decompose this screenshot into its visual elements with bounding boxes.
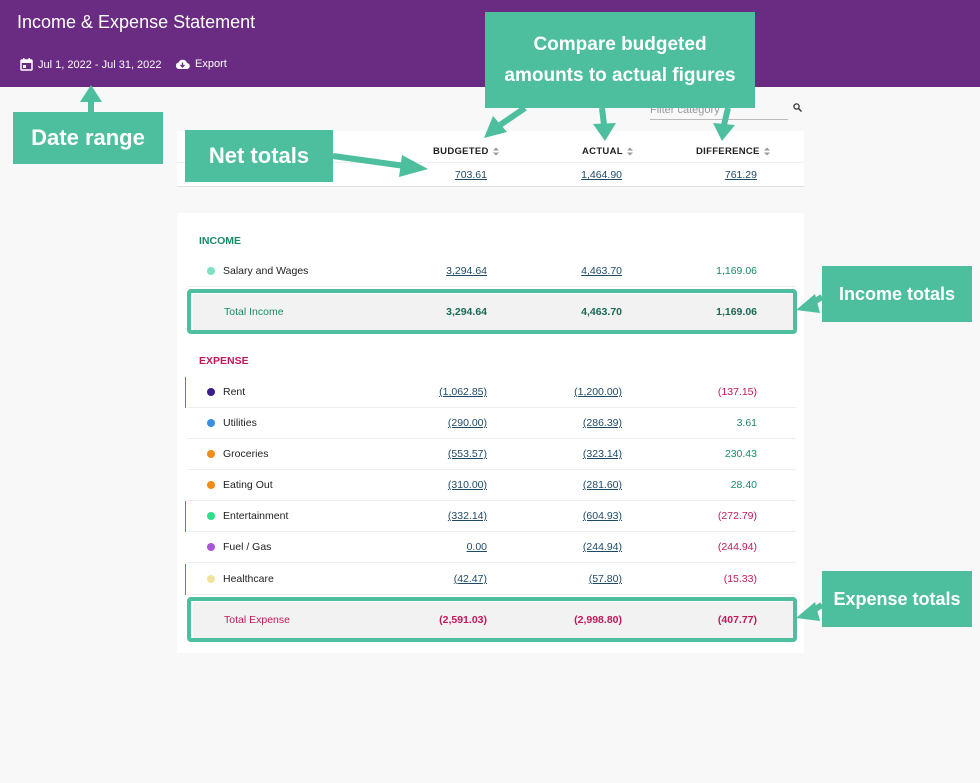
- actual-value[interactable]: (57.80): [588, 573, 622, 585]
- budgeted-value[interactable]: (1,062.85): [439, 386, 487, 398]
- column-header-difference[interactable]: DIFFERENCE: [696, 146, 770, 157]
- category-name: Healthcare: [223, 573, 274, 585]
- total-income-label: Total Income: [224, 306, 284, 318]
- category-dot: [207, 267, 215, 275]
- column-header-budgeted[interactable]: BUDGETED: [433, 146, 499, 157]
- category-name: Entertainment: [223, 510, 289, 522]
- expense-section-label: EXPENSE: [199, 355, 249, 367]
- page-title: Income & Expense Statement: [17, 12, 256, 32]
- difference-value: (244.94): [717, 541, 757, 553]
- cloud-download-icon: [175, 59, 190, 70]
- expense-totals-highlight: [187, 597, 797, 642]
- actual-value[interactable]: (1,200.00): [574, 386, 622, 398]
- budgeted-value[interactable]: (310.00): [447, 479, 487, 491]
- actual-value[interactable]: (281.60): [582, 479, 622, 491]
- net-total-actual[interactable]: 1,464.90: [581, 169, 622, 181]
- total-expense-label: Total Expense: [224, 614, 290, 626]
- category-name: Rent: [223, 386, 246, 398]
- total-income-difference: 1,169.06: [716, 306, 757, 318]
- income-totals-highlight: [187, 289, 797, 334]
- total-income-budgeted: 3,294.64: [446, 306, 487, 318]
- difference-value: 1,169.06: [716, 265, 757, 277]
- budgeted-value[interactable]: 0.00: [466, 541, 487, 553]
- net-total-difference[interactable]: 761.29: [724, 169, 757, 181]
- difference-value: 28.40: [730, 479, 757, 491]
- category-dot: [207, 419, 215, 427]
- compare-callout-line2: amounts to actual figures: [504, 65, 736, 86]
- actual-value[interactable]: 4,463.70: [581, 265, 622, 277]
- difference-value: 3.61: [736, 417, 757, 429]
- expense-row-fuel-gas[interactable]: Fuel / Gas 0.00 (244.94) (244.94): [187, 532, 796, 563]
- category-dot: [207, 388, 215, 396]
- column-header-actual-label: ACTUAL: [582, 146, 623, 157]
- column-header-actual[interactable]: ACTUAL: [582, 146, 633, 157]
- sort-icon: [626, 147, 633, 156]
- income-section-label: INCOME: [199, 235, 241, 247]
- column-header-budgeted-label: BUDGETED: [433, 146, 489, 157]
- sort-icon: [763, 147, 770, 156]
- expense-row-rent[interactable]: Rent (1,062.85) (1,200.00) (137.15): [185, 377, 796, 408]
- category-dot: [207, 543, 215, 551]
- actual-value[interactable]: (244.94): [582, 541, 622, 553]
- category-name: Groceries: [223, 448, 269, 460]
- date-range-callout: Date range: [13, 112, 163, 164]
- divider: [177, 162, 804, 163]
- budgeted-value[interactable]: 3,294.64: [446, 265, 487, 277]
- difference-value: (272.79): [717, 510, 757, 522]
- category-name: Utilities: [223, 417, 257, 429]
- date-range-label: Jul 1, 2022 - Jul 31, 2022: [38, 58, 162, 71]
- sort-icon: [492, 147, 499, 156]
- date-range-picker[interactable]: Jul 1, 2022 - Jul 31, 2022: [20, 58, 162, 71]
- calendar-icon: [20, 58, 33, 71]
- column-header-difference-label: DIFFERENCE: [696, 146, 760, 157]
- actual-value[interactable]: (323.14): [582, 448, 622, 460]
- statement-card: INCOME Salary and Wages 3,294.64 4,463.7…: [177, 213, 804, 653]
- budgeted-value[interactable]: (290.00): [447, 417, 487, 429]
- difference-value: (137.15): [717, 386, 757, 398]
- category-dot: [207, 481, 215, 489]
- compare-callout: Compare budgeted amounts to actual figur…: [485, 12, 755, 108]
- category-dot: [207, 512, 215, 520]
- category-dot: [207, 575, 215, 583]
- budgeted-value[interactable]: (42.47): [453, 573, 487, 585]
- category-dot: [207, 450, 215, 458]
- compare-callout-line1: Compare budgeted: [533, 34, 707, 55]
- income-row-salary[interactable]: Salary and Wages 3,294.64 4,463.70 1,169…: [187, 256, 796, 287]
- expense-row-utilities[interactable]: Utilities (290.00) (286.39) 3.61: [187, 408, 796, 439]
- total-income-actual: 4,463.70: [581, 306, 622, 318]
- expense-row-eating-out[interactable]: Eating Out (310.00) (281.60) 28.40: [187, 470, 796, 501]
- search-icon[interactable]: [793, 103, 802, 112]
- difference-value: 230.43: [724, 448, 757, 460]
- expense-row-entertainment[interactable]: Entertainment (332.14) (604.93) (272.79): [185, 501, 796, 532]
- net-total-budgeted[interactable]: 703.61: [454, 169, 487, 181]
- total-expense-actual: (2,998.80): [574, 614, 622, 626]
- export-button[interactable]: Export: [175, 58, 227, 70]
- expense-row-healthcare[interactable]: Healthcare (42.47) (57.80) (15.33): [185, 564, 796, 595]
- total-expense-budgeted: (2,591.03): [439, 614, 487, 626]
- category-name: Fuel / Gas: [223, 541, 272, 553]
- category-name: Salary and Wages: [223, 265, 309, 277]
- budgeted-value[interactable]: (553.57): [447, 448, 487, 460]
- expense-row-groceries[interactable]: Groceries (553.57) (323.14) 230.43: [187, 439, 796, 470]
- income-totals-callout: Income totals: [822, 266, 972, 322]
- net-totals-callout: Net totals: [185, 130, 333, 182]
- total-expense-difference: (407.77): [717, 614, 757, 626]
- actual-value[interactable]: (604.93): [582, 510, 622, 522]
- category-name: Eating Out: [223, 479, 273, 491]
- total-income-row: Total Income 3,294.64 4,463.70 1,169.06: [193, 294, 794, 330]
- export-label: Export: [195, 58, 227, 70]
- budgeted-value[interactable]: (332.14): [447, 510, 487, 522]
- total-expense-row: Total Expense (2,591.03) (2,998.80) (407…: [193, 602, 794, 638]
- actual-value[interactable]: (286.39): [582, 417, 622, 429]
- expense-totals-callout: Expense totals: [822, 571, 972, 627]
- difference-value: (15.33): [723, 573, 757, 585]
